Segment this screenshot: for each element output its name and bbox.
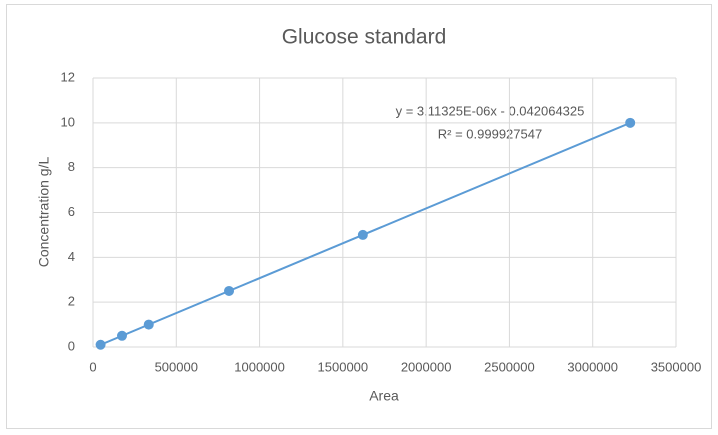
x-tick-label: 3500000 [651,359,702,374]
y-tick-label: 12 [61,69,75,84]
y-axis-label: Concentration g/L [36,157,52,268]
point [95,339,106,350]
x-axis-label: Area [369,388,399,404]
x-tick-label: 2000000 [401,359,452,374]
y-tick-label: 0 [68,338,75,353]
chart-border [6,4,712,429]
point [625,117,636,128]
x-tick-label: 500000 [155,359,198,374]
point [143,319,154,330]
x-tick-label: 1000000 [234,359,285,374]
y-tick-label: 10 [61,114,75,129]
x-tick-label: 0 [89,359,96,374]
x-tick-label: 2500000 [484,359,535,374]
x-tick-label: 3000000 [567,359,618,374]
x-tick-label: 1500000 [318,359,369,374]
y-tick-label: 4 [68,249,75,264]
chart-title: Glucose standard [282,26,447,49]
equation: y = 3.11325E-06x - 0.042064325 [396,103,585,118]
point [357,229,368,240]
r-squared: R² = 0.999927547 [438,126,542,141]
point [224,285,235,296]
y-tick-label: 2 [68,294,75,309]
y-tick-label: 6 [68,204,75,219]
y-tick-label: 8 [68,159,75,174]
point [117,330,128,341]
